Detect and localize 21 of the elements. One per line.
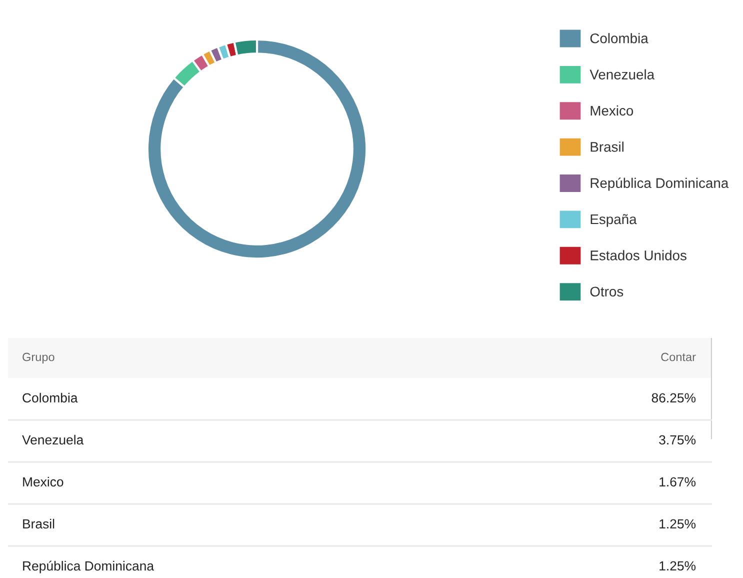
donut-slice (146, 38, 368, 260)
text: 86.25% (652, 393, 696, 403)
text: 1.25% (660, 561, 696, 571)
category-label: Mexico (23, 476, 64, 487)
text: Grupo (22, 352, 54, 364)
text: Contar (661, 352, 696, 362)
category-label: República Dominicana (23, 560, 154, 574)
legend-label: Colombia (590, 33, 648, 44)
category-label: Brasil (23, 518, 54, 529)
legend-label: Otros (590, 286, 624, 297)
text: 1.67% (660, 477, 696, 487)
text: 3.75% (659, 435, 696, 445)
legend-label: España (590, 214, 637, 227)
text: 1.25% (660, 519, 696, 529)
legend-label: Mexico (590, 105, 634, 116)
legend-label: Estados Unidos (590, 250, 686, 260)
legend-label: Brasil (590, 142, 624, 152)
category-label: Colombia (22, 392, 78, 403)
category-label: Venezuela (22, 434, 84, 445)
legend-label: Venezuela (590, 69, 655, 80)
legend-label: República Dominicana (590, 178, 729, 191)
